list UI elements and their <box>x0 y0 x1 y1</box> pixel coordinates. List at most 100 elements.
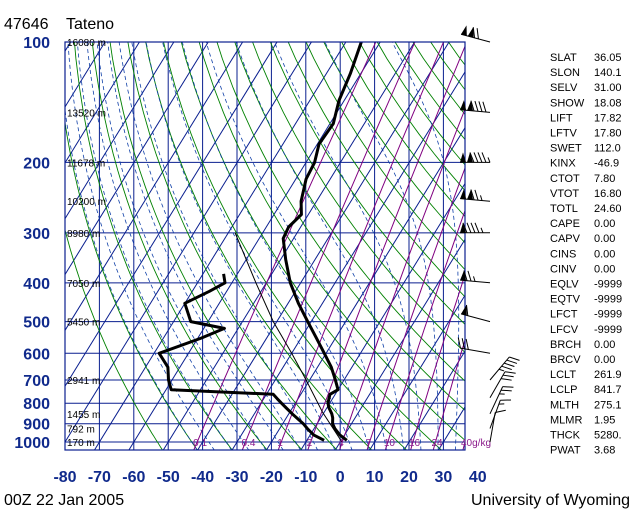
moist-adiabat <box>76 42 232 450</box>
index-name: SELV <box>550 82 578 94</box>
mixing-ratio-label: 40g/kg <box>461 438 491 449</box>
moist-adiabat <box>162 42 353 450</box>
pressure-tick-label: 900 <box>23 417 50 434</box>
index-name: BRCH <box>550 339 581 351</box>
index-value: 0.00 <box>594 233 615 245</box>
moist-adiabat <box>67 42 215 450</box>
mixing-ratio-line <box>241 42 416 450</box>
wind-barb <box>489 356 520 381</box>
pressure-tick-label: 700 <box>23 373 50 390</box>
index-value: 31.00 <box>594 82 622 94</box>
isotherm-line <box>65 42 106 108</box>
moist-adiabat <box>86 42 250 450</box>
isotherm-line <box>128 42 381 450</box>
pressure-tick-label: 600 <box>23 346 50 363</box>
pressure-tick-label: 100 <box>23 35 50 52</box>
data-source: University of Wyoming <box>471 492 630 509</box>
dry-adiabat <box>145 42 373 450</box>
index-value: 17.80 <box>594 128 622 140</box>
mixing-ratio-lines <box>193 42 465 450</box>
isotherm-line <box>65 42 313 444</box>
index-name: CAPV <box>550 233 581 245</box>
mixing-ratio-label: 0.4 <box>241 438 255 449</box>
isotherm-line <box>369 294 465 450</box>
isotherm-line <box>231 70 465 450</box>
index-name: CINS <box>550 248 576 260</box>
wind-barb <box>489 409 506 443</box>
index-value: 275.1 <box>594 399 622 411</box>
moist-adiabat <box>205 42 387 450</box>
dry-adiabat <box>305 42 465 271</box>
height-label: 170 m <box>67 438 95 449</box>
mixing-ratio-label: 2 <box>307 438 313 449</box>
moist-adiabat <box>324 42 439 450</box>
index-name: THCK <box>550 430 581 442</box>
moist-adiabat <box>391 42 460 450</box>
index-name: SHOW <box>550 97 585 109</box>
pressure-tick-label: 300 <box>23 226 50 243</box>
wind-barb <box>460 188 491 202</box>
mixing-ratio-line <box>410 273 465 450</box>
pressure-tick-label: 400 <box>23 276 50 293</box>
wind-barb <box>489 399 512 429</box>
dry-adiabat <box>91 42 268 450</box>
isotherm-line <box>65 42 244 332</box>
index-name: KINX <box>550 158 576 170</box>
moist-adiabat <box>65 107 198 450</box>
index-value: 0.00 <box>594 248 615 260</box>
wind-barb <box>460 152 491 163</box>
mixing-ratio-label: 1 <box>277 438 283 449</box>
index-value: 17.82 <box>594 112 622 124</box>
index-value: -9999 <box>594 294 622 306</box>
dry-adiabat <box>216 42 465 411</box>
height-label: 5450 m <box>67 318 100 329</box>
sounding-profiles <box>157 42 363 443</box>
dry-adiabats <box>65 42 465 450</box>
index-name: CAPE <box>550 218 580 230</box>
index-value: 0.00 <box>594 263 615 275</box>
isotherm-line <box>65 42 209 276</box>
height-labels: 16080 m 13520 m 11678 m 10200 m 8980 m 7050 m… <box>67 38 106 449</box>
wind-barb <box>460 270 491 284</box>
index-name: SLON <box>550 67 580 79</box>
height-label: 16080 m <box>67 38 106 49</box>
height-label: 11678 m <box>67 158 105 169</box>
mixing-ratio-label: 4 <box>338 438 344 449</box>
index-value: -9999 <box>594 309 622 321</box>
index-value: 841.7 <box>594 384 622 396</box>
index-value: 0.00 <box>594 218 615 230</box>
wind-barb <box>460 222 490 234</box>
temperature-tick-label: 0 <box>336 469 345 486</box>
mixing-ratio-line <box>277 42 444 450</box>
wind-barb <box>489 386 514 415</box>
isotherm-line <box>403 350 465 450</box>
mixing-ratio-label: 24 <box>431 438 443 449</box>
index-value: 112.0 <box>594 143 621 155</box>
index-value: -9999 <box>594 279 622 291</box>
height-label: 792 m <box>67 424 95 435</box>
mixing-ratio-label: 16 <box>409 438 421 449</box>
isotherm-line <box>65 42 278 388</box>
temperature-profile <box>281 42 363 442</box>
dry-adiabat <box>341 42 465 218</box>
temperature-tick-label: 30 <box>435 469 453 486</box>
index-value: 0.00 <box>594 354 615 366</box>
index-name: LFCV <box>550 324 579 336</box>
mixing-ratio-line <box>384 209 465 450</box>
index-name: CINV <box>550 263 577 275</box>
isotherm-line <box>300 182 465 450</box>
height-label: 1455 m <box>67 410 100 421</box>
index-name: LCLT <box>550 369 576 381</box>
index-name: LCLP <box>550 384 578 396</box>
wind-barb <box>489 371 516 398</box>
height-label: 10200 m <box>67 197 106 208</box>
station-id: 47646 <box>4 16 49 33</box>
moist-adiabat <box>181 42 370 450</box>
stability-indices: SLAT 36.05 SLON 140.1 SELV 31.00 SHOW 18.08 LIFT… <box>550 52 622 457</box>
index-value: 36.05 <box>594 52 622 64</box>
index-name: MLMR <box>550 414 582 426</box>
index-name: LFTV <box>550 128 578 140</box>
isotherm-line <box>65 42 141 164</box>
moist-adiabat <box>145 42 336 450</box>
